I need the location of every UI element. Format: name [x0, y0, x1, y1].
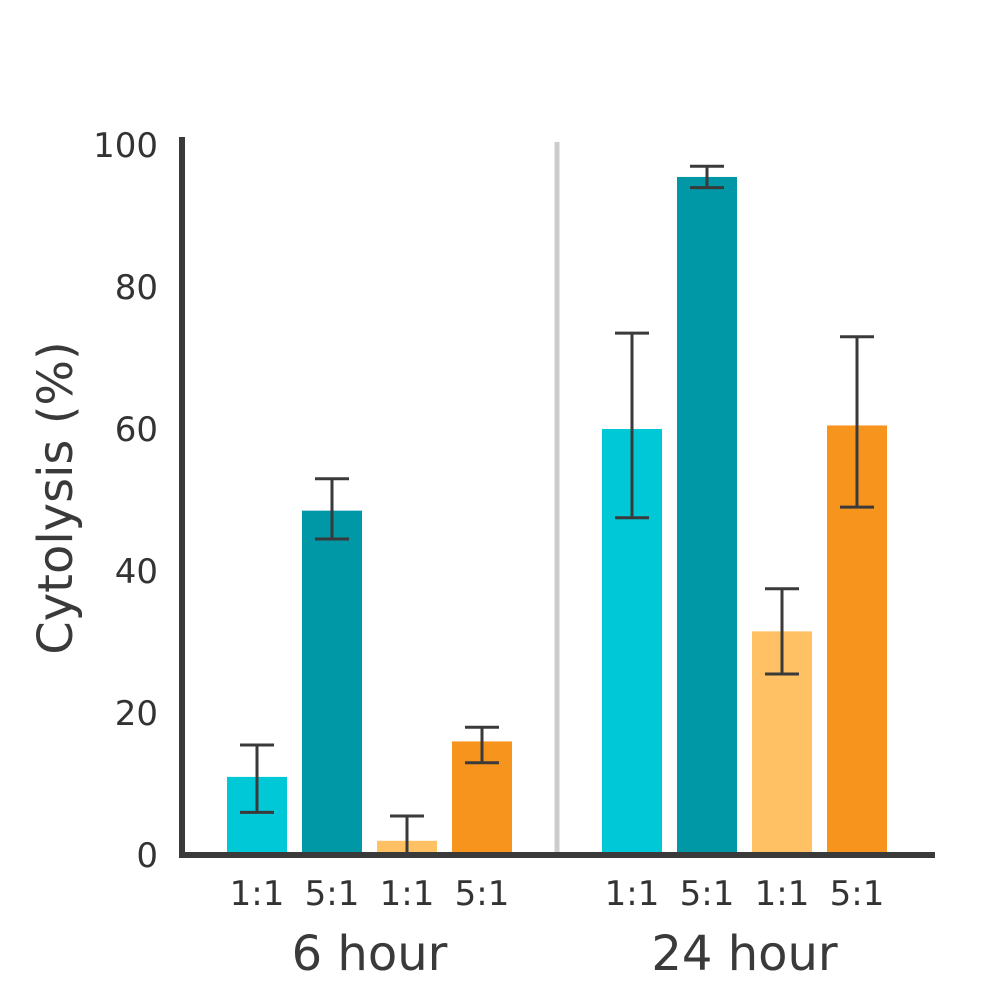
y-axis-title: Cytolysis (%) [28, 341, 84, 655]
y-tick-label: 80 [115, 268, 158, 308]
category-label: 5:1 [830, 874, 885, 914]
bar-2-2 [677, 176, 737, 855]
category-label: 5:1 [455, 874, 510, 914]
y-tick-label: 0 [136, 836, 158, 876]
error-bar-1-2 [315, 477, 349, 541]
error-bar-2-3 [765, 587, 799, 676]
error-bar-1-4 [465, 725, 499, 765]
y-tick-label: 100 [93, 126, 158, 166]
error-bar-2-2 [690, 164, 724, 190]
bar-1-2 [302, 510, 362, 855]
category-label: 5:1 [305, 874, 360, 914]
y-tick-label: 60 [115, 410, 158, 450]
category-label: 1:1 [605, 874, 660, 914]
error-bar-2-1 [615, 331, 649, 520]
category-label: 1:1 [755, 874, 810, 914]
group-label: 6 hour [292, 926, 448, 982]
error-bar-1-1 [240, 743, 274, 814]
y-tick-label: 40 [115, 552, 158, 592]
category-label: 5:1 [680, 874, 735, 914]
category-label: 1:1 [230, 874, 285, 914]
category-label: 1:1 [380, 874, 435, 914]
y-tick-label: 20 [115, 694, 158, 734]
chart-axes: 0 20 40 60 80 100 [93, 126, 935, 876]
error-bar-2-4 [840, 335, 874, 509]
group-label: 24 hour [651, 926, 838, 982]
